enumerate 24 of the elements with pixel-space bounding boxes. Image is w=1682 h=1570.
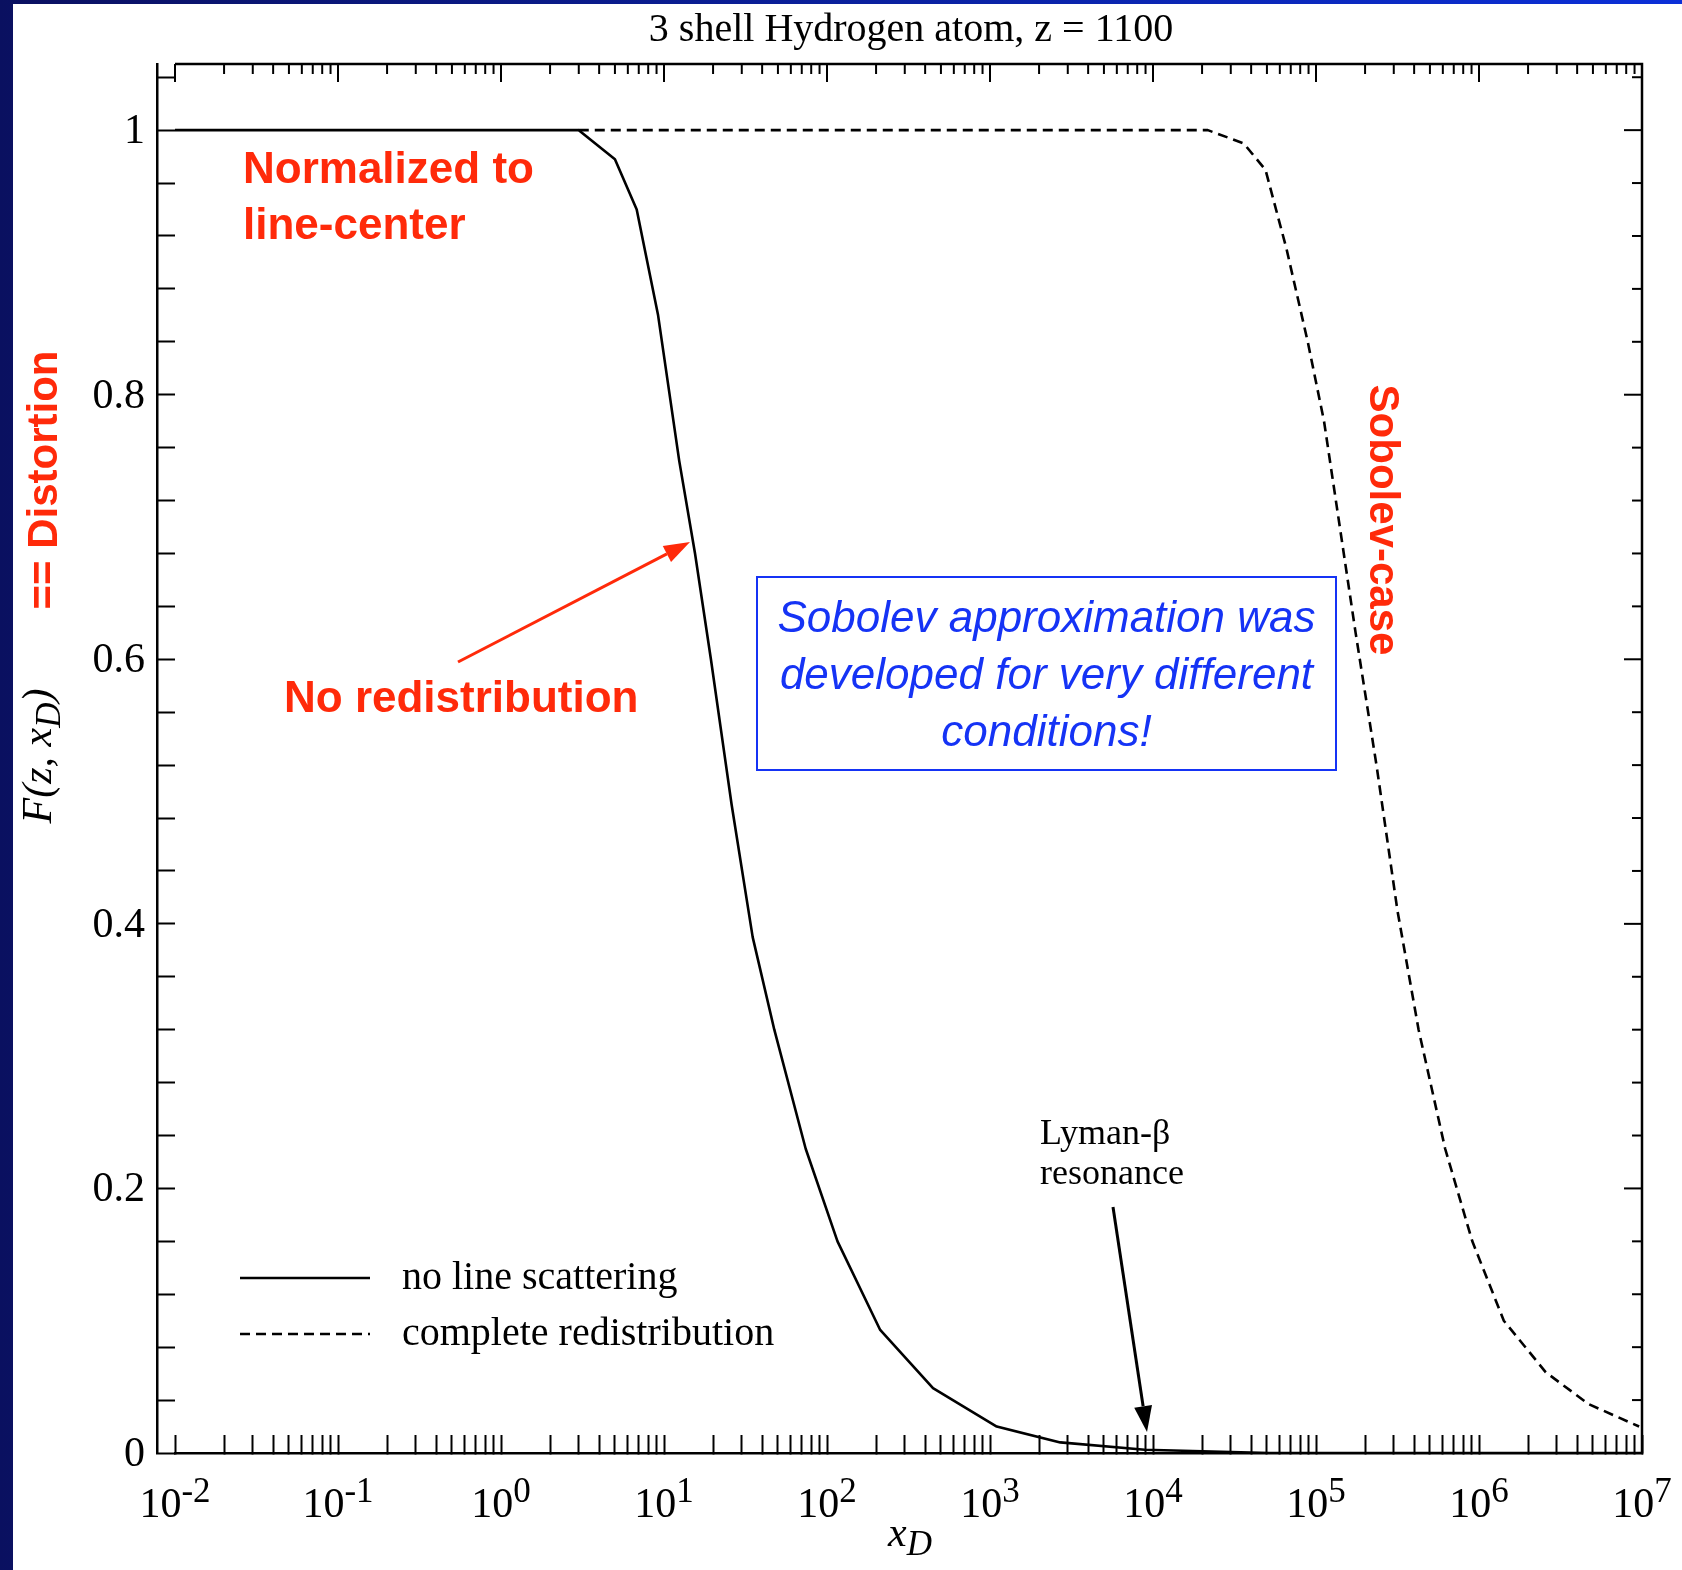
x-axis-title: x$_{D}$ (888, 1509, 932, 1564)
x-tick-label: 10$^{5}$ (1285, 1471, 1347, 1527)
legend-label: complete redistribution (402, 1308, 775, 1354)
x-tick-label: 10$^{2}$ (797, 1471, 857, 1526)
x-tick-label: 10$^{6}$ (1448, 1471, 1510, 1527)
text: == Distortion (19, 350, 67, 610)
y-tick-label: 1 (123, 105, 145, 155)
y-tick-label: 0.4 (91, 898, 145, 948)
x-tick-label: 10$^{0}$ (470, 1471, 532, 1527)
annotation: Lyman-β resonance (1040, 1112, 1185, 1192)
x-tick-label: 10$^{7}$ (1611, 1471, 1673, 1527)
x-tick-label: 10$^{1}$ (633, 1471, 695, 1527)
x-tick-label: 10$^{4}$ (1122, 1471, 1184, 1527)
x-tick-label: 10$^{-1}$ (301, 1471, 375, 1527)
legend-label: no line scattering (402, 1252, 678, 1298)
annotation: Normalized to line-center (243, 142, 535, 250)
y-tick-label: 0.8 (92, 370, 145, 417)
chart-title: 3 shell Hydrogen atom, z = 1100 (647, 4, 1175, 51)
y-tick-label: 0.2 (91, 1163, 145, 1213)
annotation: Sobolev approximation was developed for very different conditions! (756, 576, 1337, 771)
annotation: No redistribution (284, 672, 639, 722)
annotation: Sobolev-case (1360, 384, 1408, 656)
x-tick-label: 10$^{3}$ (960, 1471, 1020, 1526)
y-tick-label: 0.6 (91, 634, 145, 684)
